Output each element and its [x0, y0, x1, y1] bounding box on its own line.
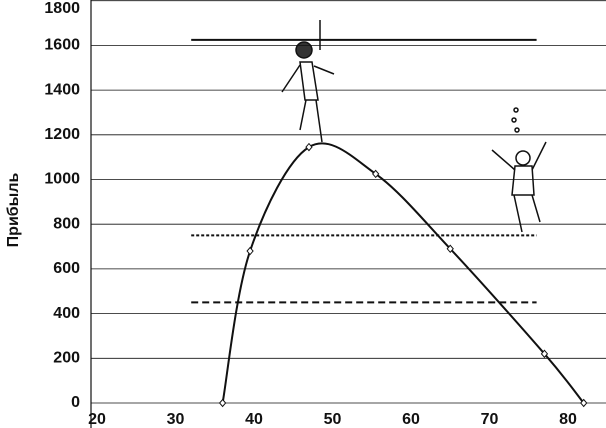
y-axis-label: Прибыль: [5, 173, 22, 248]
x-tick-label: 40: [245, 411, 263, 428]
point-marker: [580, 398, 588, 408]
point-marker: [218, 398, 227, 408]
point-marker: [372, 169, 380, 179]
figure-top: [281, 20, 335, 143]
point-marker: [246, 246, 254, 256]
profit-curve: [221, 142, 585, 404]
y-tick-label: 200: [53, 350, 80, 367]
y-tick-label: 0: [71, 394, 80, 411]
x-tick-label: 50: [324, 411, 342, 428]
point-marker: [540, 349, 549, 359]
y-tick-label: 800: [53, 215, 80, 232]
y-tick-label: 400: [53, 305, 80, 322]
y-tick-label: 600: [53, 260, 80, 277]
point-marker: [305, 142, 313, 152]
x-tick-label: 80: [559, 411, 577, 428]
y-tick-label: 1600: [44, 37, 80, 54]
x-tick-label: 20: [88, 411, 106, 428]
point-marker: [446, 244, 454, 254]
figure-right: [491, 107, 547, 233]
x-tick-label: 70: [481, 411, 499, 428]
x-tick-label: 30: [167, 411, 185, 428]
y-tick-label: 1400: [44, 81, 80, 98]
y-tick-label: 1800: [44, 0, 80, 17]
y-tick-label: 1200: [44, 126, 80, 143]
y-tick-label: 1000: [44, 171, 80, 188]
x-tick-label: 60: [402, 411, 420, 428]
